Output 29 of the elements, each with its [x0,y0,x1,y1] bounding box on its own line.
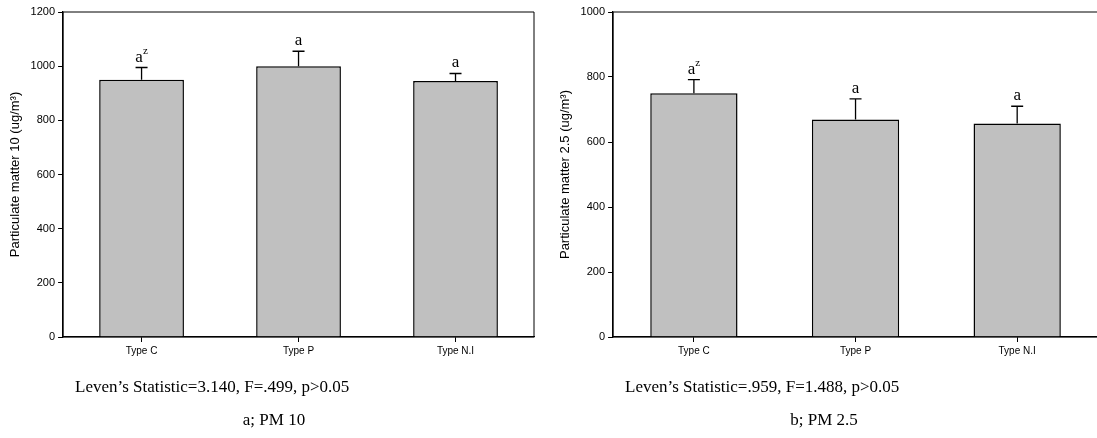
x-tick-label: Type N.I [436,344,475,356]
y-tick-label: 600 [586,135,606,148]
y-tick-label: 1000 [580,5,606,18]
y-tick-label: 1000 [30,59,56,72]
y-tick-label: 1200 [30,5,56,18]
annotation: a [294,30,303,50]
annotation: a [851,77,860,97]
y-tick-label: 400 [586,200,606,213]
text: a; PM 10 [241,410,307,430]
x-tick-label: Type P [282,344,315,356]
annotation: a [451,52,460,72]
y-axis-title: Particulate matter 2.5 (ug/m³) [557,89,573,260]
x-tick-label: Type C [678,344,710,356]
y-tick-label: 200 [36,275,56,288]
y-tick-label: 0 [598,330,606,343]
x-tick-label: Type C [125,344,158,356]
y-tick-label: 200 [586,265,606,278]
y-tick-label: 800 [36,113,56,126]
text: Leven’s Statistic=3.140, F=.499, p>0.05 [75,377,350,397]
y-tick-label: 800 [586,70,606,83]
text: b; PM 2.5 [789,410,859,430]
y-tick-label: 600 [36,167,56,180]
x-tick-label: Type P [839,344,872,356]
y-tick-label: 400 [36,221,56,234]
y-tick-label: 0 [48,330,56,343]
x-tick-label: Type N.I [998,344,1036,356]
y-axis-title: Particulate matter 10 (ug/m³) [7,91,23,258]
annotation: a [1013,85,1022,105]
text: Leven’s Statistic=.959, F=1.488, p>0.05 [625,377,900,397]
